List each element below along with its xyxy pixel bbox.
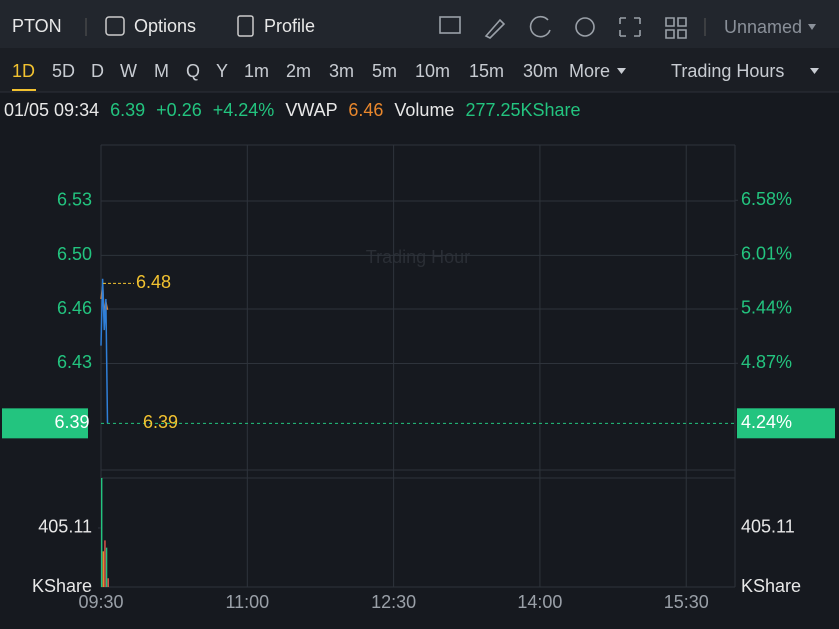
date: 01/05 09:34: [4, 100, 99, 120]
x-tick-label: 12:30: [371, 592, 416, 612]
y-tick-label: 6.46: [57, 298, 92, 318]
draw-icon[interactable]: [484, 18, 506, 39]
period[interactable]: 3m: [329, 61, 354, 81]
session[interactable]: Trading Hours: [671, 61, 784, 81]
volume-tick-label: 405.11: [741, 517, 795, 537]
period[interactable]: Y: [216, 61, 228, 81]
symbol[interactable]: PTON: [12, 16, 62, 36]
y2-tick-label: 4.87%: [741, 352, 792, 372]
period[interactable]: 30m: [523, 61, 558, 81]
last-label: 6.39: [143, 412, 178, 432]
y2-tick-label: 5.44%: [741, 298, 792, 318]
volume-unit: KShare: [32, 576, 92, 596]
change: +0.26: [156, 100, 202, 120]
tab[interactable]: Profile: [264, 16, 315, 36]
vwap-label: VWAP: [285, 100, 337, 120]
y-tick-label: 6.53: [57, 190, 92, 210]
volume-bar: [101, 478, 103, 587]
period[interactable]: 15m: [469, 61, 504, 81]
volume-bar: [102, 551, 105, 587]
high-label: 6.48: [136, 272, 171, 292]
period[interactable]: 10m: [415, 61, 450, 81]
quote: 01/05 09:34 6.39 +0.26 +4.24% VWAP 6.46 …: [4, 100, 581, 120]
last-pct-box: [737, 408, 835, 439]
period[interactable]: 5D: [52, 61, 75, 81]
series-line: [100, 278, 109, 424]
y2-tick-label: 6.58%: [741, 189, 792, 209]
period[interactable]: 1D: [12, 61, 35, 81]
dropdown-arrow: [810, 68, 819, 74]
volume-unit: KShare: [741, 576, 801, 596]
price: 6.39: [110, 100, 145, 120]
options-icon[interactable]: [105, 16, 125, 36]
periods: 1D 5D D W M Q Y 1m 2m 3m 5m 10m 15m 30m More: [12, 61, 610, 91]
dropdown-arrow: [617, 68, 626, 74]
period[interactable]: 5m: [372, 61, 397, 81]
period[interactable]: Q: [186, 61, 200, 81]
volume-bar: [104, 540, 106, 587]
volume-bar: [105, 547, 108, 587]
last-pct-label: 4.24%: [741, 412, 792, 432]
top-bar: [0, 0, 839, 48]
watermark: Trading Hour: [366, 247, 470, 267]
y-tick-label: 6.43: [57, 352, 92, 372]
settings-icon[interactable]: [575, 17, 595, 37]
x-tick-label: 15:30: [664, 592, 709, 612]
tab[interactable]: Options: [134, 16, 196, 36]
volume-label: Volume: [394, 100, 454, 120]
vwap: 6.46: [348, 100, 383, 120]
period-bar: [0, 48, 839, 92]
last-box-label: 6.39: [54, 412, 89, 432]
profile-icon[interactable]: [237, 15, 254, 37]
period[interactable]: 1m: [244, 61, 269, 81]
x-tick-label: 09:30: [78, 592, 123, 612]
period[interactable]: 2m: [286, 61, 311, 81]
last-box: [2, 408, 88, 439]
y2-tick-label: 6.01%: [741, 243, 792, 263]
volume: 277.25KShare: [465, 100, 580, 120]
volume-bar: [107, 578, 109, 587]
layout-name[interactable]: Unnamed: [724, 17, 802, 37]
period[interactable]: More: [569, 61, 610, 81]
change-pct: +4.24%: [213, 100, 275, 120]
tool-icons: [439, 15, 687, 39]
volume-tick-label: 405.11: [38, 517, 92, 537]
dropdown-arrow: [808, 24, 816, 30]
period[interactable]: M: [154, 61, 169, 81]
layout-icon[interactable]: [665, 17, 687, 39]
plot: 09:30 11:00 12:30 14:00 15:30 6.53 6.50 6.46 6.4…: [2, 144, 835, 612]
y-tick-label: 6.50: [57, 244, 92, 264]
refresh-icon[interactable]: [529, 15, 551, 38]
indicator-icon[interactable]: [439, 16, 461, 34]
period[interactable]: D: [91, 61, 104, 81]
x-tick-label: 14:00: [517, 592, 562, 612]
fullscreen-icon[interactable]: [619, 17, 641, 37]
period[interactable]: W: [120, 61, 137, 81]
x-tick-label: 11:00: [225, 592, 269, 612]
